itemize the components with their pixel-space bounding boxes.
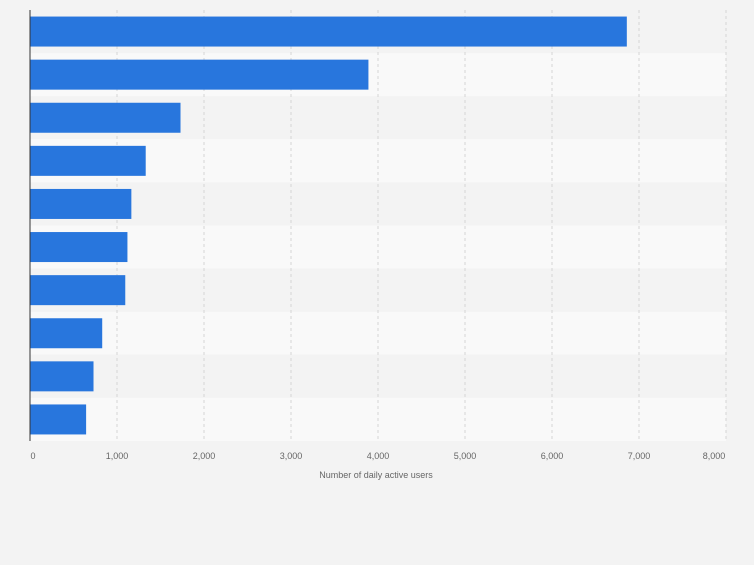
x-tick-label: 3,000	[280, 451, 303, 461]
bar	[30, 232, 128, 263]
x-tick-label: 7,000	[628, 451, 651, 461]
x-axis-ticks: 0 1,000 2,000 3,000 4,000 5,000 6,000 7,000 8,00…	[30, 451, 725, 461]
x-tick-label: 5,000	[454, 451, 477, 461]
x-tick-label: 4,000	[367, 451, 390, 461]
bar	[30, 404, 87, 435]
bars	[30, 16, 627, 435]
bar	[30, 318, 103, 349]
bar	[30, 59, 369, 90]
bar	[30, 188, 132, 219]
bar	[30, 275, 126, 306]
x-tick-label: 8,000	[703, 451, 726, 461]
x-tick-label: 0	[30, 451, 35, 461]
bar	[30, 16, 627, 47]
bar	[30, 361, 94, 392]
bar	[30, 145, 146, 176]
x-tick-label: 6,000	[541, 451, 564, 461]
bar	[30, 102, 181, 133]
x-tick-label: 2,000	[193, 451, 216, 461]
x-tick-label: 1,000	[106, 451, 129, 461]
x-axis-title: Number of daily active users	[319, 470, 433, 480]
